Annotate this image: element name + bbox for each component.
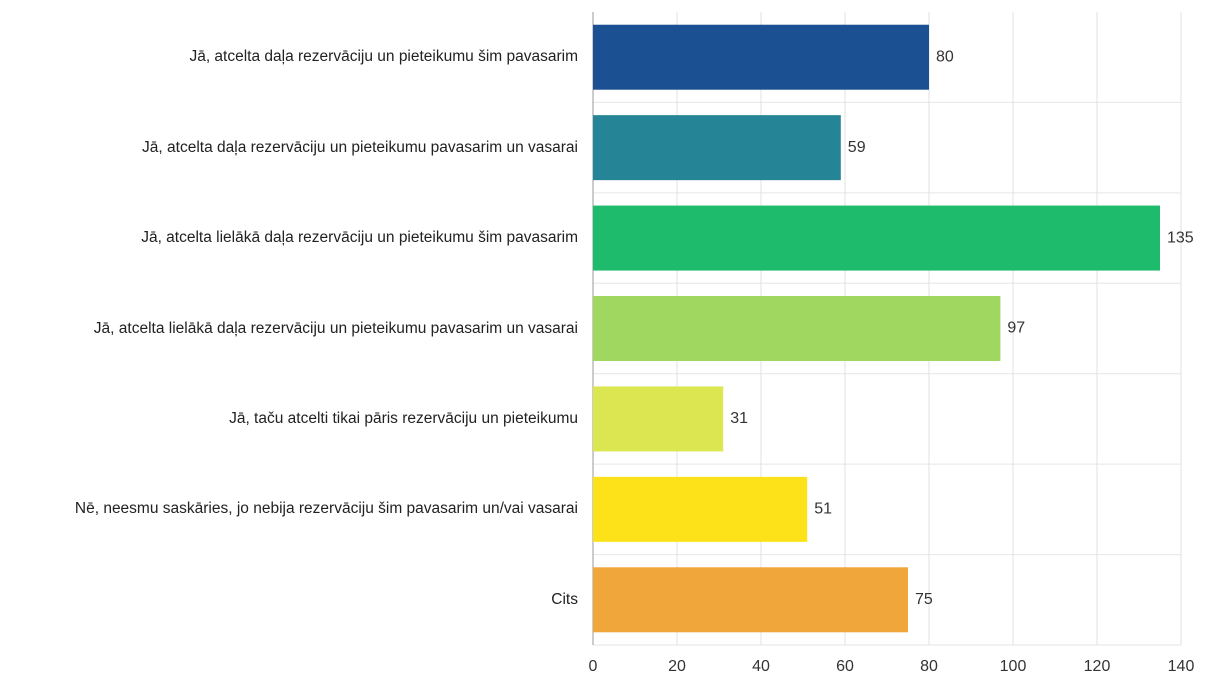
bar xyxy=(593,386,724,452)
x-tick-label: 20 xyxy=(668,658,686,675)
y-tick-label: Jā, atcelta daļa rezervāciju un pieteiku… xyxy=(189,48,578,66)
value-label: 80 xyxy=(936,48,954,65)
y-tick-label: Jā, atcelta lielākā daļa rezervāciju un … xyxy=(93,319,578,337)
x-tick-label: 100 xyxy=(1000,658,1027,675)
value-label: 75 xyxy=(915,591,933,608)
bar xyxy=(593,115,841,181)
value-label: 97 xyxy=(1007,320,1025,337)
y-tick-label: Jā, taču atcelti tikai pāris rezervāciju… xyxy=(229,409,578,427)
bar xyxy=(593,476,808,542)
x-tick-label: 120 xyxy=(1084,658,1111,675)
bar xyxy=(593,24,929,90)
x-tick-label: 140 xyxy=(1168,658,1195,675)
bar xyxy=(593,205,1160,271)
value-label: 31 xyxy=(730,410,748,427)
x-tick-label: 40 xyxy=(752,658,770,675)
x-tick-label: 60 xyxy=(836,658,854,675)
bar xyxy=(593,296,1001,361)
x-tick-label: 0 xyxy=(589,658,598,675)
y-tick-label: Jā, atcelta lielākā daļa rezervāciju un … xyxy=(141,229,578,247)
bar xyxy=(593,567,908,633)
y-tick-label: Nē, neesmu saskāries, jo nebija rezervāc… xyxy=(74,500,578,518)
x-tick-label: 80 xyxy=(920,658,938,675)
value-label: 59 xyxy=(848,139,866,156)
value-label: 135 xyxy=(1167,229,1194,246)
y-tick-label: Jā, atcelta daļa rezervāciju un pieteiku… xyxy=(142,138,578,156)
value-label: 51 xyxy=(814,501,832,518)
y-tick-label: Cits xyxy=(551,590,578,608)
